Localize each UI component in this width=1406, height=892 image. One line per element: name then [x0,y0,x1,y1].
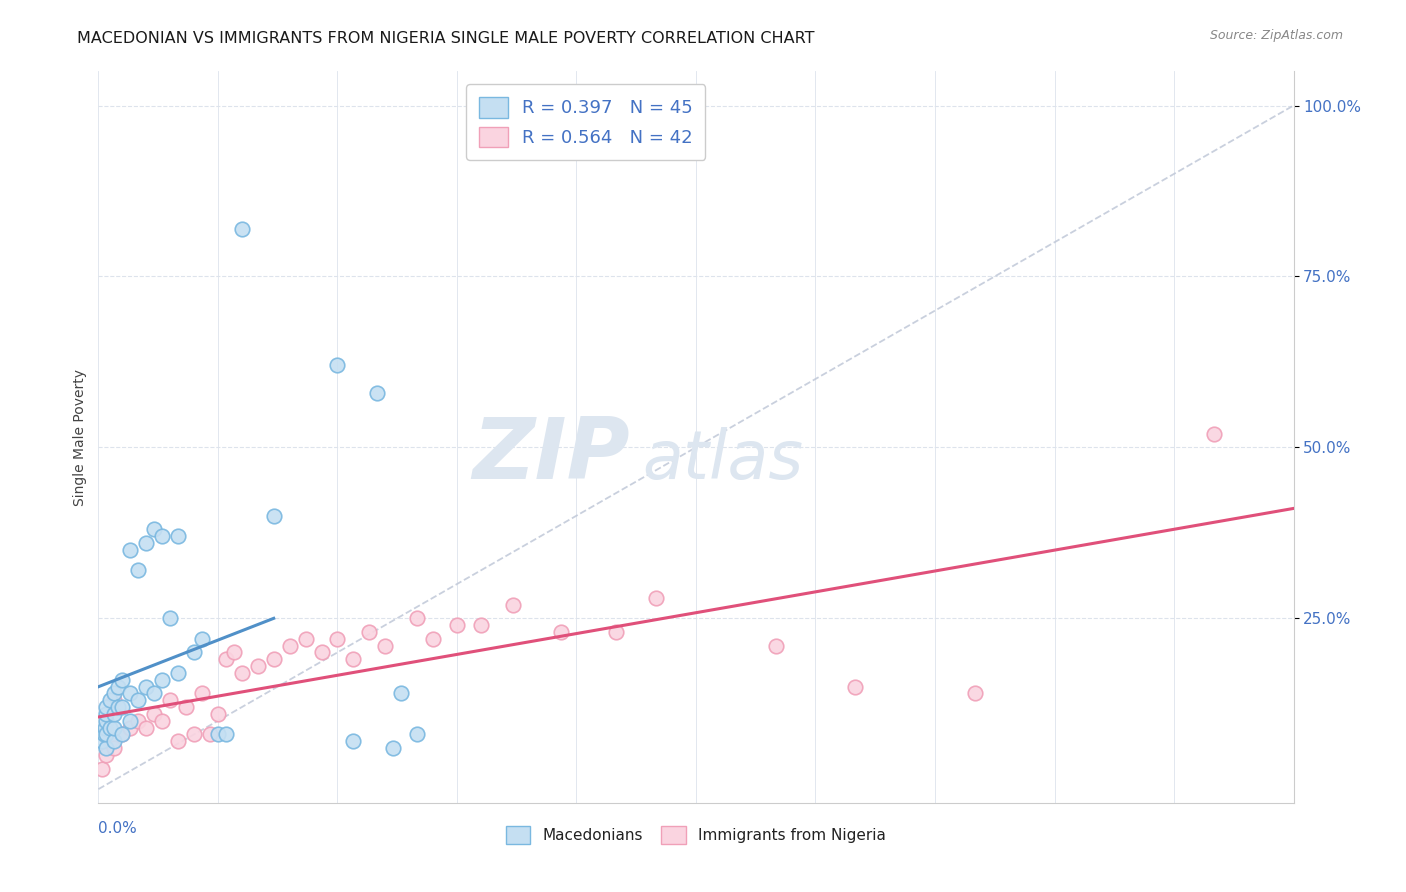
Point [103,721,125,735]
Point [342,652,364,666]
Point [963,686,986,700]
Point [246,659,269,673]
Point [278,639,301,653]
Point [844,680,866,694]
Point [120,721,142,735]
Point [103,686,125,700]
Point [159,611,181,625]
Point [231,221,253,235]
Point [311,645,333,659]
Point [389,686,412,700]
Point [366,385,388,400]
Point [174,700,197,714]
Point [382,741,405,756]
Point [111,700,134,714]
Y-axis label: Single Male Poverty: Single Male Poverty [73,368,87,506]
Text: Source: ZipAtlas.com: Source: ZipAtlas.com [1209,29,1343,42]
Text: MACEDONIAN VS IMMIGRANTS FROM NIGERIA SINGLE MALE POVERTY CORRELATION CHART: MACEDONIAN VS IMMIGRANTS FROM NIGERIA SI… [77,31,815,46]
Point [143,686,166,700]
Point [765,639,787,653]
Point [191,686,214,700]
Point [605,624,627,639]
Point [207,727,229,741]
Point [143,522,166,536]
Point [167,529,190,543]
Point [167,734,190,748]
Point [150,714,173,728]
Point [222,645,245,659]
Point [93,727,115,741]
Point [550,624,572,639]
Point [502,598,524,612]
Point [215,652,238,666]
Point [103,734,125,748]
Point [120,714,142,728]
Point [96,706,118,721]
Point [107,680,129,694]
Point [98,721,122,735]
Point [1202,426,1225,441]
Point [96,700,118,714]
Point [96,741,118,756]
Point [294,632,316,646]
Point [120,686,142,700]
Point [183,645,205,659]
Point [127,693,149,707]
Point [406,727,429,741]
Point [96,747,118,762]
Point [359,624,381,639]
Point [150,673,173,687]
Point [103,693,125,707]
Point [446,618,468,632]
Point [91,762,114,776]
Point [167,665,190,680]
Point [98,734,122,748]
Point [111,673,134,687]
Legend: Macedonians, Immigrants from Nigeria: Macedonians, Immigrants from Nigeria [501,820,891,850]
Point [96,714,118,728]
Point [127,563,149,577]
Point [326,359,349,373]
Point [96,727,118,741]
Point [231,665,253,680]
Point [263,508,285,523]
Point [342,734,364,748]
Point [422,632,444,646]
Point [470,618,492,632]
Point [98,693,122,707]
Point [135,536,157,550]
Point [374,639,396,653]
Point [150,529,173,543]
Point [135,721,157,735]
Point [127,714,149,728]
Point [103,741,125,756]
Point [103,706,125,721]
Point [198,727,221,741]
Point [111,727,134,741]
Point [645,591,668,605]
Point [263,652,285,666]
Point [111,727,134,741]
Point [207,706,229,721]
Point [191,632,214,646]
Text: atlas: atlas [643,427,803,493]
Point [159,693,181,707]
Point [91,734,114,748]
Text: 0.0%: 0.0% [98,821,138,836]
Point [215,727,238,741]
Point [406,611,429,625]
Point [94,721,117,735]
Text: ZIP: ZIP [472,414,630,497]
Point [120,542,142,557]
Point [107,700,129,714]
Point [135,680,157,694]
Point [326,632,349,646]
Point [143,706,166,721]
Point [183,727,205,741]
